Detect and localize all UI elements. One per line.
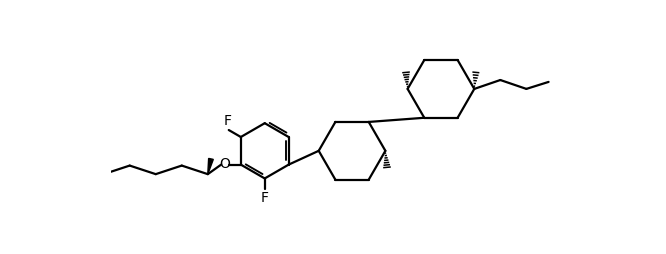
Text: F: F [260, 191, 269, 205]
Text: O: O [220, 157, 230, 171]
Polygon shape [208, 158, 213, 174]
Text: F: F [223, 114, 231, 128]
